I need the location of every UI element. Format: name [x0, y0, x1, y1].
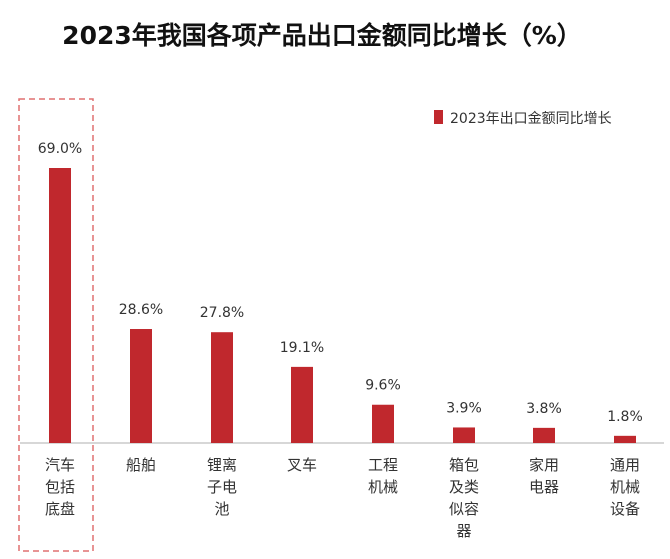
bar-7: [614, 435, 636, 443]
legend-label: 2023年出口金额同比增长: [450, 111, 612, 127]
bars: [49, 168, 636, 443]
bar-4: [372, 404, 394, 443]
chart-title: 2023年我国各项产品出口金额同比增长（%）: [62, 21, 582, 50]
legend-swatch: [434, 110, 443, 124]
value-label-0: 69.0%: [38, 141, 82, 157]
category-labels: 汽车包括底盘 船舶 锂离子电池 叉车 工程机械 箱包及类似容器 家用电器 通用机械设备: [45, 456, 640, 540]
value-label-4: 9.6%: [365, 378, 401, 394]
legend: 2023年出口金额同比增长: [434, 110, 612, 127]
value-labels: 69.0% 28.6% 27.8% 19.1% 9.6% 3.9% 3.8% 1.8%: [38, 141, 643, 425]
value-label-2: 27.8%: [200, 305, 244, 321]
value-label-6: 3.8%: [526, 401, 562, 417]
category-label-0: 汽车包括底盘: [45, 456, 75, 518]
bar-0: [49, 168, 71, 443]
category-label-1: 船舶: [126, 456, 156, 474]
value-label-7: 1.8%: [607, 409, 643, 425]
highlight-box: [18, 98, 94, 552]
bar-2: [211, 332, 233, 443]
value-label-5: 3.9%: [446, 400, 482, 416]
category-label-7: 通用机械设备: [610, 456, 640, 518]
bar-6: [533, 427, 555, 443]
bar-3: [291, 366, 313, 443]
category-label-4: 工程机械: [368, 456, 398, 496]
bar-1: [130, 329, 152, 443]
value-label-1: 28.6%: [119, 302, 163, 318]
bar-5: [453, 427, 475, 443]
category-label-3: 叉车: [287, 456, 317, 474]
category-label-2: 锂离子电池: [207, 456, 237, 518]
category-label-6: 家用电器: [529, 456, 559, 496]
value-label-3: 19.1%: [280, 340, 324, 356]
category-label-5: 箱包及类似容器: [449, 456, 479, 540]
